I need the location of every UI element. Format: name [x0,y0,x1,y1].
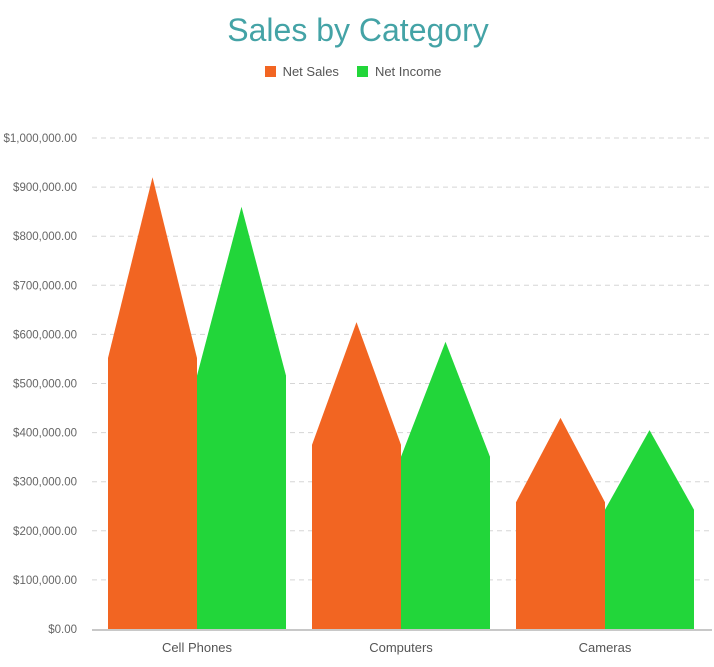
legend-label-net-sales: Net Sales [282,64,339,79]
y-tick-label: $200,000.00 [13,526,77,538]
x-category-label: Cameras [579,640,632,655]
y-tick-label: $100,000.00 [13,575,77,587]
legend-item-net-income[interactable]: Net Income [356,64,442,79]
legend-swatch-net-income [356,66,368,77]
legend: Net Sales Net Income [0,64,706,79]
y-tick-label: $300,000.00 [13,477,77,489]
chart-title: Sales by Category [227,12,489,48]
bar-net-sales-computers[interactable] [312,322,401,629]
y-tick-label: $900,000.00 [13,182,77,194]
x-category-label: Cell Phones [162,640,233,655]
y-axis-tick-labels: $0.00 $100,000.00 $200,000.00 $300,000.00 $4… [3,133,77,636]
bar-net-sales-cameras[interactable] [516,417,605,629]
y-tick-label: $500,000.00 [13,379,77,391]
legend-item-net-sales[interactable]: Net Sales [264,64,339,79]
y-tick-label: $700,000.00 [13,280,77,292]
bar-net-sales-cell-phones[interactable] [108,177,197,630]
x-axis-category-labels: Cell Phones Computers Cameras [162,640,632,655]
bar-net-income-computers[interactable] [401,341,490,629]
y-tick-label: $1,000,000.00 [3,133,77,145]
y-tick-label: $600,000.00 [13,329,77,341]
x-category-label: Computers [369,640,433,655]
legend-swatch-net-sales [264,66,276,77]
y-tick-label: $800,000.00 [13,231,77,243]
y-tick-label: $0.00 [48,624,77,636]
bar-net-income-cell-phones[interactable] [197,206,286,629]
bar-net-income-cameras[interactable] [605,430,694,629]
legend-label-net-income: Net Income [374,64,442,79]
y-tick-label: $400,000.00 [13,428,77,440]
bar-layer [108,177,694,630]
